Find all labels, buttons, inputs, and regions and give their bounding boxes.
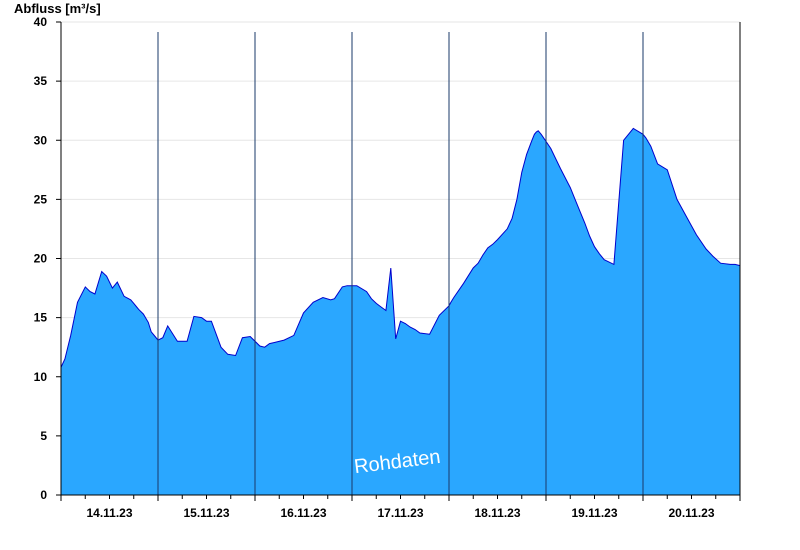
y-tick-label: 5 — [40, 429, 47, 443]
x-tick-label: 18.11.23 — [474, 506, 520, 520]
x-tick-label: 14.11.23 — [86, 506, 132, 520]
day-boundary-lines — [157, 32, 644, 495]
y-tick-label: 15 — [34, 311, 48, 325]
y-axis-label: Abfluss [m³/s] — [14, 1, 101, 16]
discharge-area — [61, 128, 740, 495]
y-tick-label: 10 — [34, 370, 48, 384]
x-tick-label: 19.11.23 — [571, 506, 617, 520]
x-tick-label: 15.11.23 — [183, 506, 229, 520]
y-tick-label: 35 — [34, 74, 48, 88]
y-tick-label: 40 — [34, 15, 48, 29]
discharge-line — [60, 127, 741, 368]
y-tick-label: 0 — [40, 488, 47, 502]
y-tick-label: 30 — [34, 133, 48, 147]
y-tick-label: 20 — [34, 252, 48, 266]
y-ticks: 0 5 10 15 20 25 30 35 40 — [34, 15, 61, 502]
x-tick-label: 20.11.23 — [668, 506, 714, 520]
x-tick-label: 16.11.23 — [280, 506, 326, 520]
x-ticks: 14.11.23 15.11.23 16.11.23 17.11.23 18.11.23… — [60, 495, 741, 520]
x-tick-label: 17.11.23 — [377, 506, 423, 520]
y-tick-label: 25 — [34, 192, 48, 206]
